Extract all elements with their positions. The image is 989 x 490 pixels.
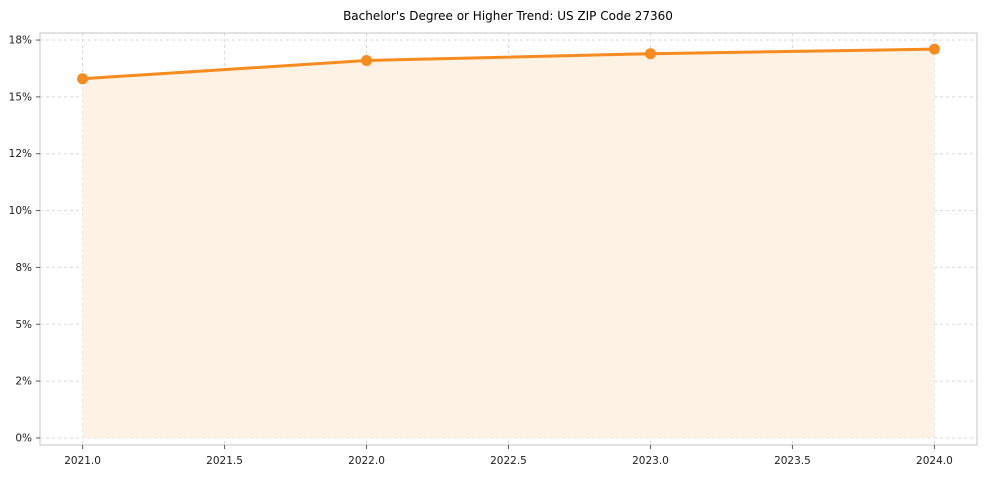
x-tick-label: 2023.5 [774,455,811,467]
data-points [77,43,940,85]
axis-ticks [36,39,935,449]
data-point-marker [77,73,89,85]
chart-title: Bachelor's Degree or Higher Trend: US ZI… [343,9,673,23]
data-point-marker [361,55,373,67]
x-tick-label: 2022.0 [348,455,385,467]
x-tick-label: 2023.0 [632,455,669,467]
x-tick-label: 2021.5 [206,455,243,467]
y-tick-label: 12% [9,148,32,160]
y-tick-label: 0% [15,432,32,444]
x-tick-label: 2022.5 [490,455,527,467]
y-tick-label: 18% [9,35,32,47]
y-tick-label: 10% [9,205,32,217]
data-point-marker [644,48,656,60]
trend-line [81,47,936,81]
y-axis-labels: 0% 2% 5% 8% 10% 12% 15% 18% [9,35,32,445]
x-tick-label: 2024.0 [916,455,953,467]
area-fill [82,49,935,438]
data-point-marker [928,43,940,55]
x-tick-label: 2021.0 [64,455,101,467]
y-tick-label: 2% [15,376,32,388]
y-tick-label: 5% [15,319,32,331]
x-axis-labels: 2021.0 2021.5 2022.0 2022.5 2023.0 2023.5 2024… [64,455,953,467]
y-tick-label: 8% [15,262,32,274]
y-tick-label: 15% [9,91,32,103]
